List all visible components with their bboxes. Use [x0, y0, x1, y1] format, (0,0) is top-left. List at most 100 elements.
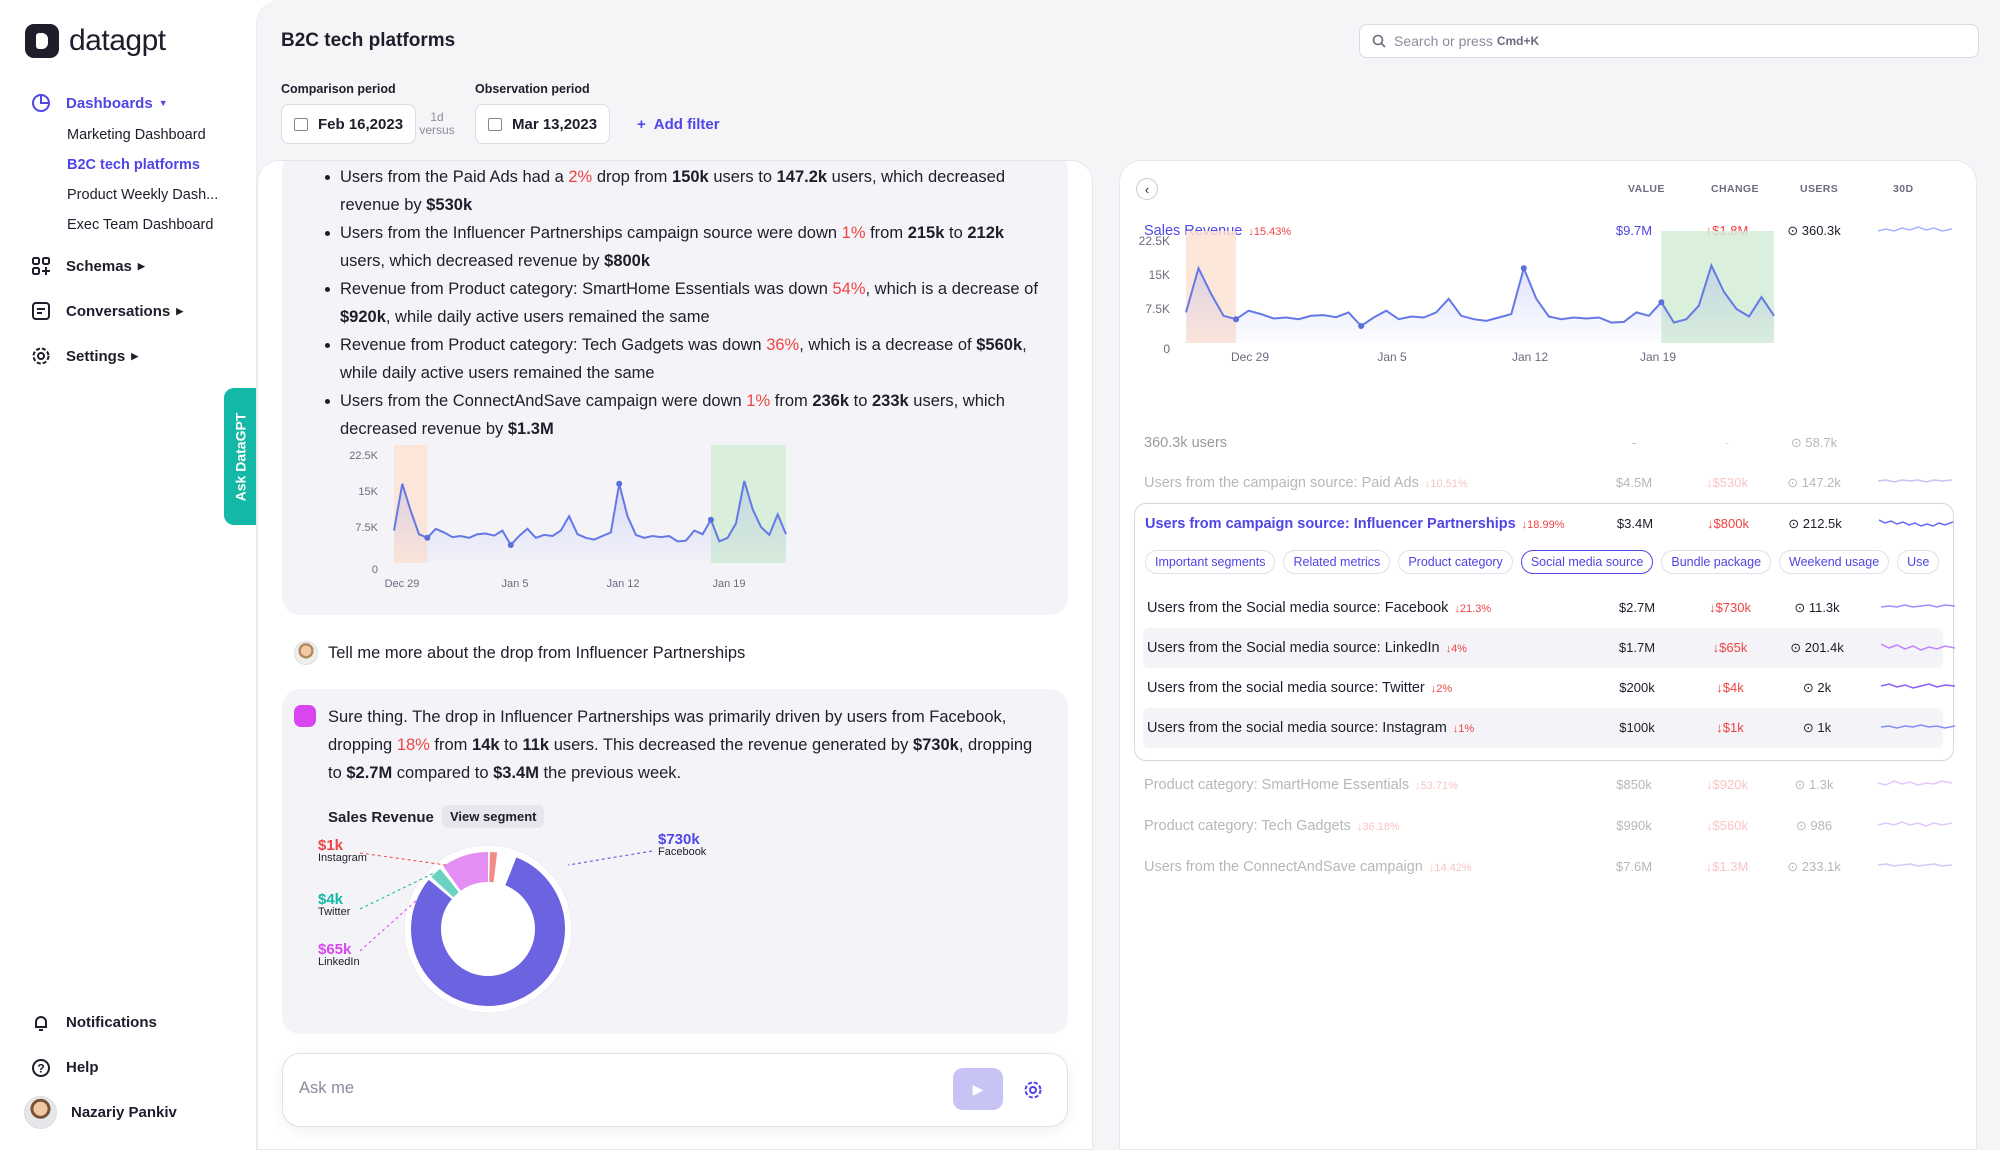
metric-panel: ‹ VALUE CHANGE USERS 30D Sales Revenue↓1… [1119, 160, 1977, 1150]
sparkline [1881, 643, 1955, 651]
add-filter-button[interactable]: + Add filter [637, 116, 720, 133]
nav-menu: Dashboards ▼ Marketing Dashboard B2C tech… [30, 86, 250, 378]
search-icon [1372, 34, 1386, 48]
back-button[interactable]: ‹ [1136, 178, 1158, 200]
tab-related-metrics[interactable]: Related metrics [1283, 550, 1391, 574]
social-row-linkedin[interactable]: Users from the Social media source: Link… [1143, 628, 1955, 668]
search-input[interactable]: Search or press Cmd+K [1359, 24, 1979, 58]
total-users: ⊙ 58.7k [1790, 435, 1838, 450]
search-placeholder: Search or press [1394, 33, 1493, 49]
row-content: Users from the social media source: Inst… [1137, 708, 1957, 748]
donut-label-linkedin: $65k LinkedIn [318, 941, 360, 968]
answer-card: Users from the Paid Ads had a 2% drop fr… [282, 161, 1068, 615]
help-icon: ? [30, 1057, 52, 1079]
segment-value: $3.4M [1616, 516, 1654, 531]
nav-notifications[interactable]: Notifications [30, 1000, 250, 1045]
tab-social-media-source[interactable]: Social media source [1520, 550, 1654, 574]
tab-weekend-usage[interactable]: Weekend usage [1779, 550, 1890, 574]
dashboard-item-marketing[interactable]: Marketing Dashboard [67, 127, 206, 143]
view-segment-button[interactable]: View segment [442, 805, 545, 828]
nav-help-label: Help [66, 1059, 99, 1076]
observation-label: Observation period [475, 82, 590, 96]
leader-line [359, 852, 447, 866]
sales-revenue-label: Sales Revenue [328, 809, 434, 826]
user-profile[interactable]: Nazariy Pankiv [24, 1090, 250, 1134]
segment-change: ↓$560k [1706, 818, 1748, 833]
versus-top: 1d [430, 110, 444, 124]
dashboard-item-b2c[interactable]: B2C tech platforms [67, 157, 200, 173]
tab-important-segments[interactable]: Important segments [1145, 550, 1276, 574]
segment-name: Product category: SmartHome Essentials ↓5… [1144, 777, 1458, 793]
nav-schemas-label: Schemas [66, 257, 132, 275]
col-value-header: VALUE [1628, 183, 1665, 195]
segment-name: Users from the Social media source: Link… [1147, 640, 1467, 656]
segment-row-influencer[interactable]: Users from campaign source: Influencer P… [1135, 504, 1955, 544]
versus-bottom: versus [419, 123, 455, 137]
sparkline [1879, 519, 1953, 527]
sparkline [1878, 479, 1952, 483]
chat-panel: Users from the Paid Ads had a 2% drop fr… [257, 160, 1093, 1150]
nav-dashboards[interactable]: Dashboards ▼ [30, 86, 250, 120]
data-point [424, 534, 431, 541]
ask-datagpt-tab[interactable]: Ask DataGPT [224, 388, 257, 525]
answer-card-2: Sure thing. The drop in Influencer Partn… [282, 689, 1068, 1034]
nav-schemas[interactable]: Schemas ▶ [30, 244, 250, 288]
row-content: Users from the social media source: Twit… [1137, 668, 1957, 708]
ask-input[interactable]: Ask me ▶ [282, 1053, 1068, 1127]
segment-row-tech-gadgets[interactable]: Product category: Tech Gadgets ↓36.18% $9… [1134, 806, 1954, 846]
col-users-header: USERS [1800, 183, 1839, 195]
total-users-label: 360.3k users [1144, 435, 1228, 451]
svg-text:?: ? [37, 1061, 44, 1075]
nav-settings[interactable]: Settings ▶ [30, 334, 250, 378]
nav-help[interactable]: ? Help [30, 1045, 250, 1090]
segment-value: $850k [1616, 777, 1652, 792]
avatar [294, 641, 318, 665]
logo[interactable]: datagpt [25, 24, 166, 58]
settings-icon[interactable] [1023, 1080, 1043, 1100]
segment-value: $200k [1619, 680, 1655, 695]
dashboard-item-product-weekly[interactable]: Product Weekly Dash... [67, 187, 219, 203]
insight-list: Users from the Paid Ads had a 2% drop fr… [325, 163, 1040, 443]
social-row-twitter[interactable]: Users from the social media source: Twit… [1143, 668, 1955, 708]
conversation-icon [30, 300, 52, 322]
segment-row-smarthome[interactable]: Product category: SmartHome Essentials ↓5… [1134, 765, 1954, 805]
segment-value: $1.7M [1618, 640, 1656, 655]
tab-product-category[interactable]: Product category [1398, 550, 1513, 574]
segment-change: ↓$730k [1709, 600, 1751, 615]
y-tick-label: 22.5K [349, 450, 378, 462]
tab-use[interactable]: Use [1897, 550, 1940, 574]
dashboard-item-exec-team[interactable]: Exec Team Dashboard [67, 217, 214, 233]
nav-conversations[interactable]: Conversations ▶ [30, 288, 250, 334]
change-pct: ↓15.43% [1248, 226, 1292, 238]
x-tick-label: Dec 29 [385, 578, 420, 590]
social-row-instagram[interactable]: Users from the social media source: Inst… [1143, 708, 1955, 748]
social-row-facebook[interactable]: Users from the Social media source: Face… [1143, 588, 1955, 628]
list-item: Users from the Influencer Partnerships c… [325, 219, 1040, 275]
segment-row-connectandsave[interactable]: Users from the ConnectAndSave campaign ↓1… [1134, 847, 1954, 887]
total-users-row: 360.3k users - - ⊙ 58.7k [1134, 423, 1954, 463]
y-tick-label: 7.5K [355, 522, 378, 534]
segment-row-paid-ads[interactable]: Users from the campaign source: Paid Ads… [1134, 463, 1954, 503]
segment-name: Product category: Tech Gadgets ↓36.18% [1144, 818, 1400, 834]
segment-name: Users from the social media source: Inst… [1147, 720, 1475, 736]
tab-bundle-package[interactable]: Bundle package [1661, 550, 1772, 574]
y-tick-label: 15K [358, 486, 378, 498]
segment-value: $4.5M [1615, 475, 1653, 490]
comparison-label: Comparison period [281, 82, 396, 96]
comparison-date-picker[interactable]: Feb 16,2023 [281, 104, 417, 144]
y-tick-label: 22.5K [1139, 234, 1170, 248]
sparkline [1881, 683, 1955, 689]
observation-date-picker[interactable]: Mar 13,2023 [475, 104, 611, 144]
x-tick-label: Jan 19 [712, 578, 745, 590]
segment-name: Users from the ConnectAndSave campaign ↓1… [1144, 859, 1472, 875]
metric-value: $9.7M [1615, 223, 1653, 238]
send-button[interactable]: ▶ [953, 1068, 1003, 1110]
caret-right-icon: ▶ [176, 305, 184, 316]
segment-users: ⊙ 986 [1795, 818, 1833, 833]
donut-svg [359, 844, 653, 1014]
user-name: Nazariy Pankiv [71, 1103, 177, 1121]
segment-tabs: Important segments Related metrics Produ… [1145, 550, 1940, 574]
y-tick-label: 0 [1163, 342, 1170, 356]
segment-name: Users from the campaign source: Paid Ads… [1144, 475, 1468, 491]
total-value: - [1631, 435, 1637, 450]
